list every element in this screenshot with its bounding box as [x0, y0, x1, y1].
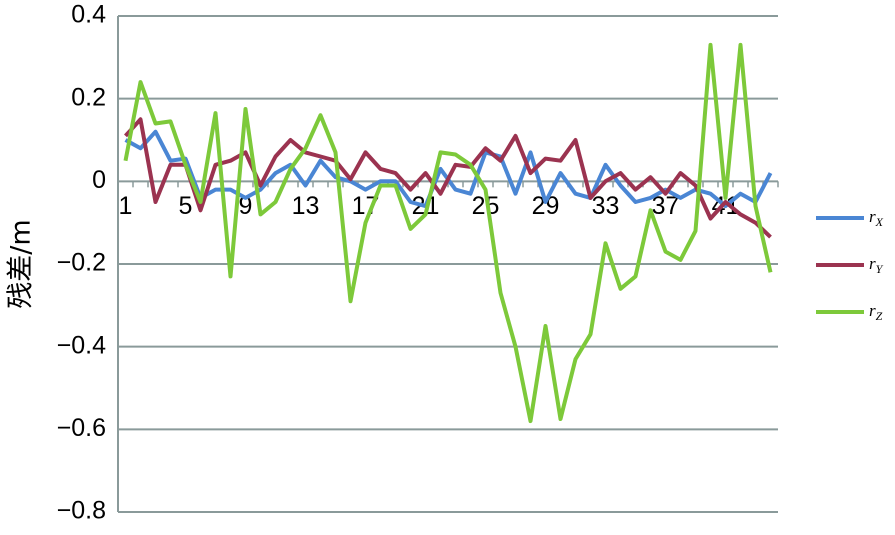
x-tick-label: 13 — [292, 192, 320, 220]
x-tick-label: 33 — [592, 192, 620, 220]
y-axis-label: 残差/m — [6, 219, 37, 308]
legend-label-sub: Z — [876, 309, 883, 323]
y-tick-label: −0.8 — [57, 497, 106, 525]
legend-label: rZ — [869, 301, 883, 323]
x-tick-label: 9 — [239, 192, 253, 220]
x-tick-label: 1 — [119, 192, 133, 220]
y-tick-label: 0.4 — [71, 1, 106, 29]
y-tick-label: −0.6 — [57, 414, 106, 442]
legend-label-main: r — [869, 207, 876, 226]
y-tick-label: −0.2 — [57, 249, 106, 277]
legend-label-main: r — [869, 254, 876, 273]
y-tick-label: −0.4 — [57, 331, 106, 359]
legend-label-main: r — [869, 301, 876, 320]
legend-label-sub: Y — [876, 262, 884, 276]
x-tick-label: 5 — [179, 192, 193, 220]
series-line — [124, 117, 772, 239]
legend-label-sub: X — [875, 215, 884, 229]
y-tick-label: 0 — [92, 166, 106, 194]
legend-label: rX — [869, 207, 884, 229]
legend-label: rY — [869, 254, 884, 276]
series-line — [123, 42, 773, 424]
y-tick-label: 0.2 — [71, 83, 106, 111]
